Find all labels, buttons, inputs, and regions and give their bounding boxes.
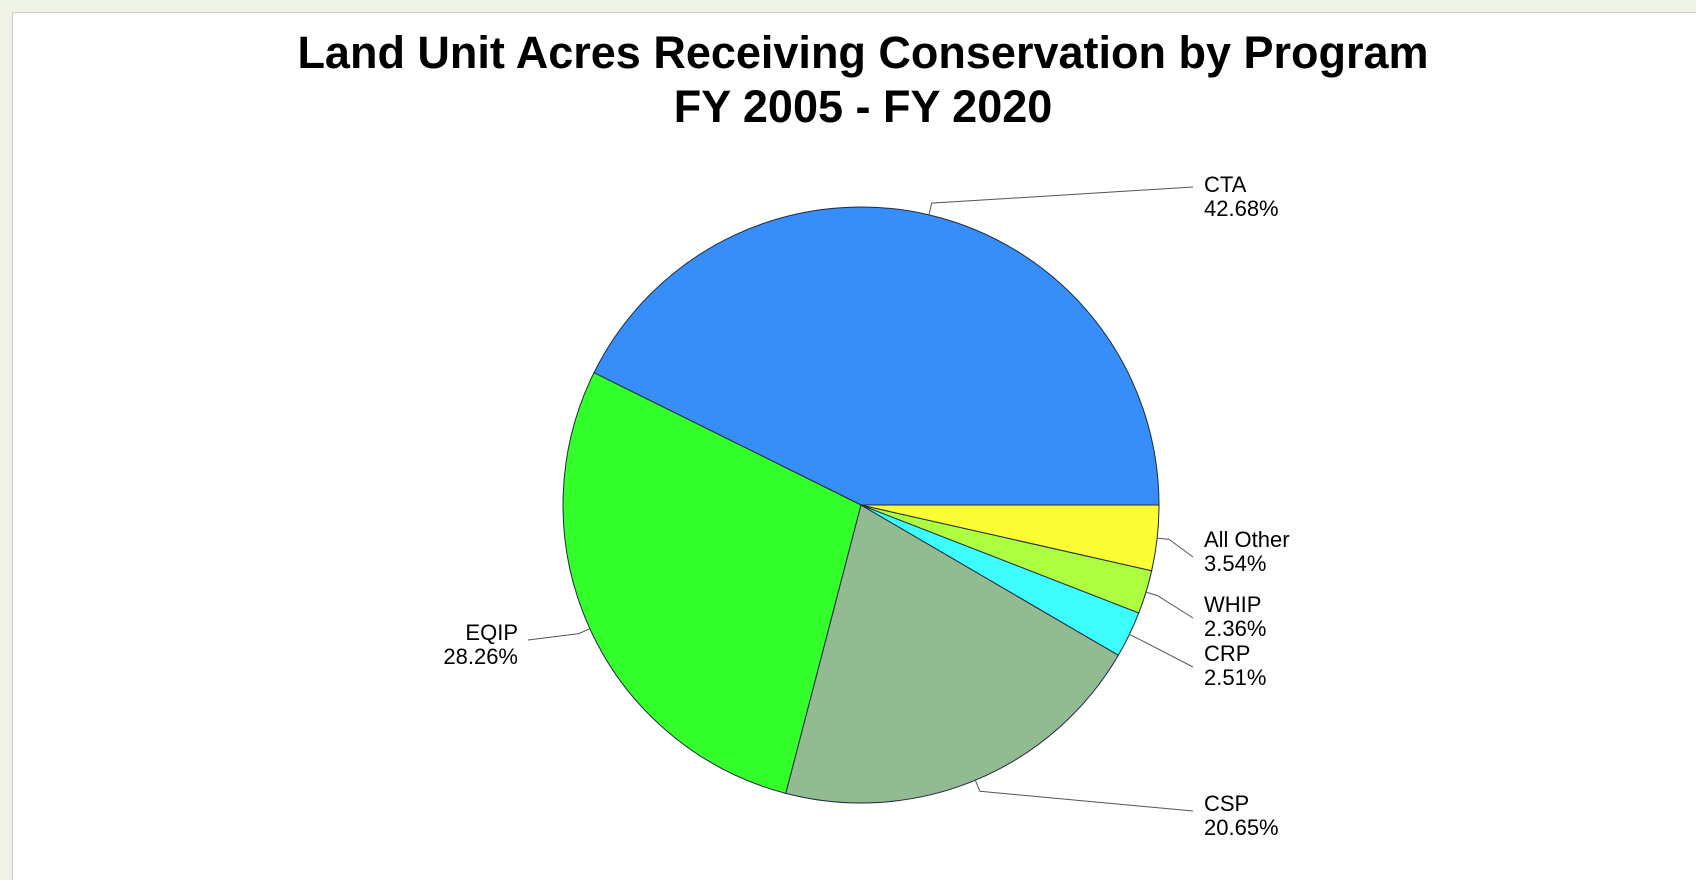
chart-subtitle: FY 2005 - FY 2020 xyxy=(674,81,1053,132)
slice-percent-csp: 20.65% xyxy=(1204,815,1279,840)
leader-line-csp xyxy=(974,780,1194,812)
slice-name-crp: CRP xyxy=(1204,641,1250,666)
leader-line-all-other xyxy=(1157,537,1194,558)
leader-line-whip xyxy=(1145,591,1194,619)
leader-line-cta xyxy=(928,186,1194,215)
slice-percent-cta: 42.68% xyxy=(1204,196,1279,221)
leader-lines xyxy=(527,186,1194,812)
slice-name-eqip: EQIP xyxy=(465,620,518,645)
pie-slice-csp xyxy=(785,504,1120,804)
chart-title: Land Unit Acres Receiving Conservation b… xyxy=(297,27,1428,78)
slice-name-all-other: All Other xyxy=(1204,527,1290,552)
pie-chart: Land Unit Acres Receiving Conservation b… xyxy=(297,27,1428,840)
pie-slices xyxy=(562,206,1160,804)
chart-panel: Land Unit Acres Receiving Conservation b… xyxy=(12,12,1696,880)
leader-line-eqip xyxy=(527,628,591,641)
leader-line-crp xyxy=(1129,634,1194,668)
slice-name-whip: WHIP xyxy=(1204,592,1261,617)
slice-percent-eqip: 28.26% xyxy=(443,644,518,669)
slice-percent-crp: 2.51% xyxy=(1204,665,1266,690)
slice-name-csp: CSP xyxy=(1204,791,1249,816)
slice-percent-all-other: 3.54% xyxy=(1204,551,1266,576)
pie-slice-all-other xyxy=(860,504,1160,572)
pie-slice-eqip xyxy=(562,372,862,794)
slice-name-cta: CTA xyxy=(1204,172,1247,197)
slice-percent-whip: 2.36% xyxy=(1204,616,1266,641)
